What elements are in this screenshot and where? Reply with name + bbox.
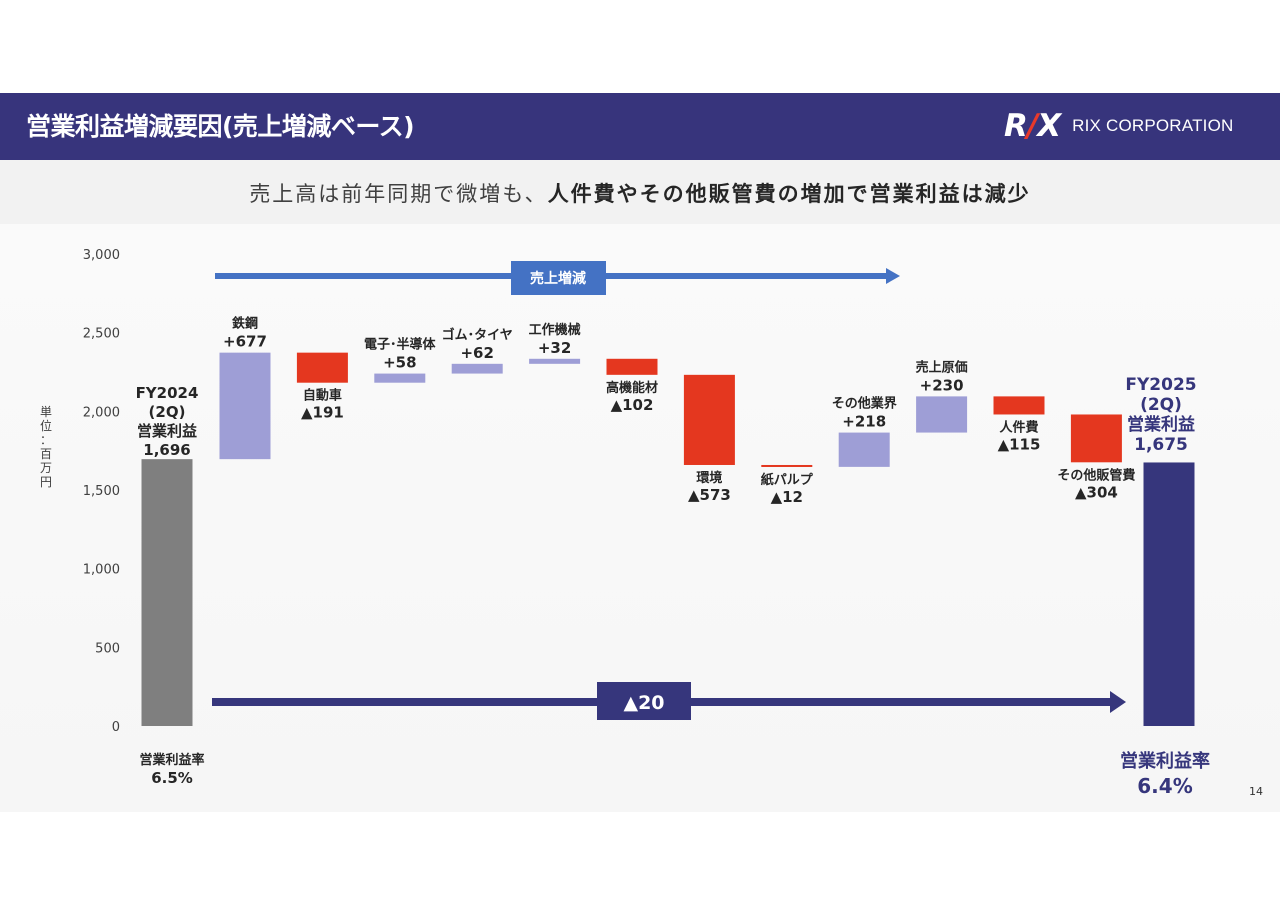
step-name-11: 人件費: [999, 419, 1038, 435]
unit-label-char: 円: [40, 475, 52, 489]
y-tick-label: 2,000: [83, 405, 120, 420]
end-label: FY2025: [1125, 375, 1196, 395]
step-name-1: 鉄鋼: [232, 316, 258, 332]
start-label: 1,696: [143, 441, 190, 459]
subtitle: 売上高は前年同期で微増も、人件費やその他販管費の増加で営業利益は減少: [0, 178, 1280, 208]
step-bar-8: [761, 464, 813, 467]
step-value-7: ▲573: [688, 486, 731, 504]
page-number: 14: [1249, 785, 1263, 798]
step-bar-3: [374, 373, 426, 383]
company-logo: R/X RIX CORPORATION: [1004, 108, 1234, 144]
logo-text: RIX CORPORATION: [1072, 116, 1234, 135]
step-name-9: その他業界: [832, 396, 897, 412]
step-name-8: 紙パルプ: [761, 472, 814, 488]
step-value-1: +677: [223, 333, 267, 351]
subtitle-bold: 人件費やその他販管費の増加で営業利益は減少: [547, 182, 1031, 206]
step-name-2: 自動車: [303, 388, 342, 404]
end-label: 1,675: [1134, 435, 1188, 455]
step-name-5: 工作機械: [529, 322, 581, 338]
y-tick-label: 1,000: [83, 563, 120, 578]
step-value-3: +58: [383, 354, 416, 372]
sales-arrow-box: [511, 261, 606, 295]
step-value-8: ▲12: [771, 488, 803, 506]
step-value-4: +62: [460, 344, 493, 362]
y-tick-label: 2,500: [83, 327, 120, 342]
end-bar: [1143, 462, 1195, 726]
step-bar-4: [451, 363, 503, 374]
page-title: 営業利益増減要因(売上増減ベース): [26, 112, 415, 141]
step-bar-12: [1070, 414, 1122, 463]
step-value-11: ▲115: [998, 435, 1041, 453]
end-margin-value: 6.4%: [1137, 774, 1192, 798]
logo-mark: R/X: [1004, 108, 1061, 144]
start-margin-label: 営業利益率: [139, 752, 204, 768]
step-value-5: +32: [538, 339, 571, 357]
step-bar-9: [838, 432, 890, 467]
step-bar-1: [219, 352, 271, 460]
step-bar-5: [529, 358, 581, 364]
step-bar-7: [683, 374, 735, 465]
start-label: 営業利益: [137, 422, 197, 440]
start-label: (2Q): [149, 403, 186, 421]
y-tick-label: 0: [112, 720, 120, 735]
step-name-7: 環境: [696, 470, 722, 486]
step-bar-10: [916, 396, 968, 433]
sales-arrow-label: 売上増減: [530, 270, 586, 287]
step-bar-6: [606, 358, 658, 375]
step-name-6: 高機能材: [606, 380, 658, 396]
subtitle-normal: 売上高は前年同期で微増も、: [249, 182, 548, 206]
sales-arrow-head: [886, 268, 900, 284]
step-value-10: +230: [920, 376, 964, 394]
total-arrow-head: [1110, 691, 1126, 713]
step-name-10: 売上原価: [916, 359, 968, 375]
header-bar: 営業利益増減要因(売上増減ベース) R/X RIX CORPORATION: [0, 93, 1280, 160]
unit-label-char: 万: [40, 461, 52, 475]
step-bar-2: [296, 352, 348, 383]
y-tick-label: 1,500: [83, 484, 120, 499]
start-bar: [141, 459, 193, 726]
unit-label-char: 百: [40, 447, 52, 461]
step-name-3: 電子･半導体: [364, 337, 437, 353]
y-tick-label: 3,000: [83, 248, 120, 263]
start-label: FY2024: [136, 384, 199, 402]
unit-label-char: ：: [40, 433, 52, 447]
total-change-label: ▲20: [623, 692, 664, 714]
unit-label-char: 位: [40, 418, 52, 433]
end-label: 営業利益: [1127, 414, 1195, 435]
end-margin-label: 営業利益率: [1120, 750, 1210, 772]
end-label: (2Q): [1140, 395, 1182, 415]
step-value-6: ▲102: [611, 396, 654, 414]
subtitle-band: 売上高は前年同期で微増も、人件費やその他販管費の増加で営業利益は減少: [0, 160, 1280, 224]
total-change-box: [597, 682, 691, 720]
step-value-9: +218: [842, 413, 886, 431]
start-margin-value: 6.5%: [151, 769, 193, 787]
step-value-2: ▲191: [301, 404, 344, 422]
unit-label-char: 単: [40, 405, 52, 419]
step-name-4: ゴム･タイヤ: [442, 327, 513, 343]
step-bar-11: [993, 396, 1045, 415]
step-name-12: その他販管費: [1057, 467, 1135, 483]
y-tick-label: 500: [95, 641, 120, 656]
step-value-12: ▲304: [1075, 483, 1118, 501]
